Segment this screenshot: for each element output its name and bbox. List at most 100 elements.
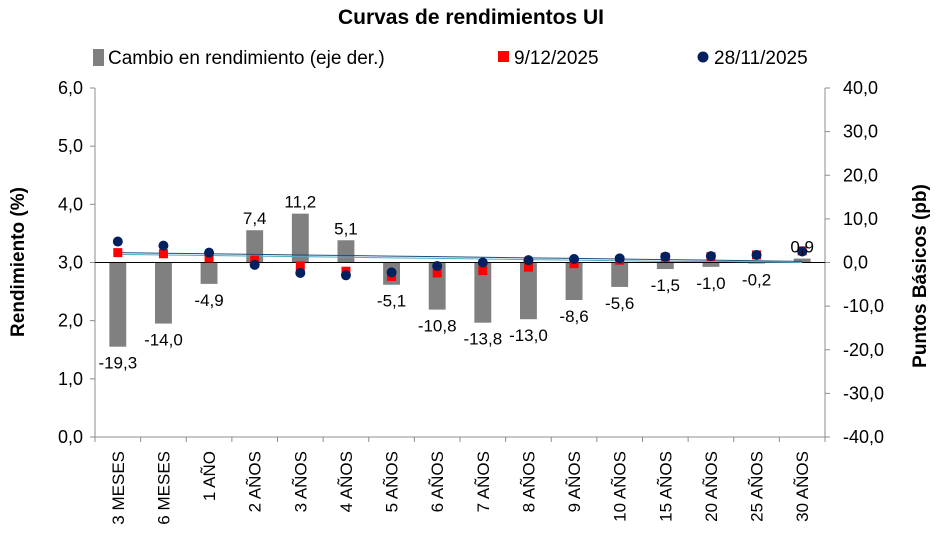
change-bar <box>565 262 583 301</box>
y2-tick-label: 40,0 <box>843 78 878 98</box>
trend-line <box>117 253 803 263</box>
category-label: 25 AÑOS <box>748 451 767 522</box>
bar-data-label: -14,0 <box>144 331 183 350</box>
bar-data-label: 5,1 <box>334 219 358 238</box>
y2-tick-label: -40,0 <box>843 427 884 447</box>
y2-tick-label: 30,0 <box>843 122 878 142</box>
y-axis-title: Rendimiento (%) <box>8 187 29 337</box>
bar-data-label: -19,3 <box>98 354 137 373</box>
legend-label-change: Cambio en rendimiento (eje der.) <box>108 48 385 69</box>
change-bar <box>474 262 492 323</box>
trend-lines <box>117 252 803 263</box>
category-label: 3 AÑOS <box>291 451 310 512</box>
marker-dec9 <box>523 262 533 272</box>
change-bar <box>291 213 309 263</box>
change-bar <box>109 262 127 347</box>
y2-axis-title: Puntos Básicos (pb) <box>910 184 931 368</box>
category-label: 8 AÑOS <box>519 451 538 512</box>
legend-swatch-nov28 <box>697 51 709 63</box>
bar-data-labels: -19,3 -14,0 -4,9 7,4 11,2 5,1 -5,1 -10,8 -13,8 -1… <box>98 193 814 373</box>
y-tick-label: 3,0 <box>58 253 83 273</box>
legend-swatch-change <box>93 49 104 66</box>
change-bar <box>200 262 218 284</box>
bar-data-label: 11,2 <box>284 193 316 212</box>
bar-data-label: -1,5 <box>651 276 680 295</box>
bar-data-label: -4,9 <box>194 291 223 310</box>
y2-tick-label: -20,0 <box>843 340 884 360</box>
marker-nov28 <box>386 267 397 278</box>
category-axis: 3 MESES 6 MESES 1 AÑO 2 AÑOS 3 AÑOS 4 AÑOS 5 A… <box>94 437 826 525</box>
change-bar <box>611 262 629 287</box>
y-tick-label: 4,0 <box>58 194 83 214</box>
legend-label-dec9: 9/12/2025 <box>514 48 599 69</box>
category-label: 9 AÑOS <box>565 451 584 512</box>
chart-title: Curvas de rendimientos UI <box>338 6 604 29</box>
legend-label-nov28: 28/11/2025 <box>714 48 808 69</box>
legend: Cambio en rendimiento (eje der.) 9/12/20… <box>93 48 808 69</box>
y2-tick-label: 0,0 <box>843 253 868 273</box>
bar-data-label: -1,0 <box>696 274 725 293</box>
marker-nov28 <box>112 236 123 247</box>
y-tick-label: 2,0 <box>58 311 83 331</box>
yield-markers <box>112 236 808 281</box>
change-bar <box>337 240 355 263</box>
marker-dec9 <box>204 253 214 263</box>
marker-nov28 <box>477 257 488 268</box>
category-label: 20 AÑOS <box>702 451 721 522</box>
category-label: 6 AÑOS <box>428 451 447 512</box>
category-label: 6 MESES <box>154 451 173 525</box>
category-label: 5 AÑOS <box>383 451 402 512</box>
right-axis-ticks: -40,0 -30,0 -20,0 -10,0 0,0 10,0 20,0 30,0 40,0 <box>825 78 884 447</box>
y-tick-label: 0,0 <box>58 427 83 447</box>
bar-data-label: -10,8 <box>418 317 457 336</box>
change-bars <box>109 213 811 347</box>
marker-nov28 <box>158 240 169 251</box>
y-tick-label: 6,0 <box>58 78 83 98</box>
marker-dec9 <box>113 248 123 258</box>
change-bar <box>656 262 674 270</box>
marker-nov28 <box>614 253 625 264</box>
category-label: 2 AÑOS <box>246 451 265 512</box>
category-label: 15 AÑOS <box>656 451 675 522</box>
marker-dec9 <box>432 268 442 278</box>
marker-nov28 <box>751 249 762 260</box>
marker-nov28 <box>660 251 671 262</box>
bar-data-label: 0,9 <box>790 238 814 257</box>
category-label: 3 MESES <box>109 451 128 525</box>
change-bar <box>519 262 537 320</box>
y-tick-label: 5,0 <box>58 136 83 156</box>
marker-nov28 <box>705 251 716 262</box>
change-bar <box>154 262 172 324</box>
bar-data-label: -0,2 <box>742 270 771 289</box>
category-label: 10 AÑOS <box>611 451 630 522</box>
category-label: 30 AÑOS <box>793 451 812 522</box>
marker-nov28 <box>432 260 443 271</box>
category-label: 1 AÑO <box>200 451 219 501</box>
y2-tick-label: -30,0 <box>843 383 884 403</box>
marker-nov28 <box>797 246 808 257</box>
change-bar <box>793 258 811 263</box>
y2-tick-label: -10,0 <box>843 296 884 316</box>
marker-dec9 <box>295 261 305 271</box>
left-axis-ticks: 0,0 1,0 2,0 3,0 4,0 5,0 6,0 <box>58 78 95 447</box>
marker-nov28 <box>295 267 306 278</box>
y2-tick-label: 20,0 <box>843 165 878 185</box>
category-label: 7 AÑOS <box>474 451 493 512</box>
bar-data-label: -13,0 <box>509 326 548 345</box>
marker-nov28 <box>249 259 260 270</box>
bar-data-label: -13,8 <box>463 330 502 349</box>
bar-data-label: -5,6 <box>605 294 634 313</box>
trend-line <box>117 252 803 262</box>
change-bar <box>702 262 720 267</box>
y2-tick-label: 10,0 <box>843 209 878 229</box>
marker-dec9 <box>478 266 488 276</box>
marker-dec9 <box>158 249 168 259</box>
category-label: 4 AÑOS <box>337 451 356 512</box>
marker-nov28 <box>569 254 580 265</box>
bar-data-label: 7,4 <box>243 209 267 228</box>
legend-swatch-dec9 <box>498 51 509 62</box>
marker-nov28 <box>523 255 534 266</box>
marker-nov28 <box>204 247 215 258</box>
marker-nov28 <box>340 270 351 281</box>
